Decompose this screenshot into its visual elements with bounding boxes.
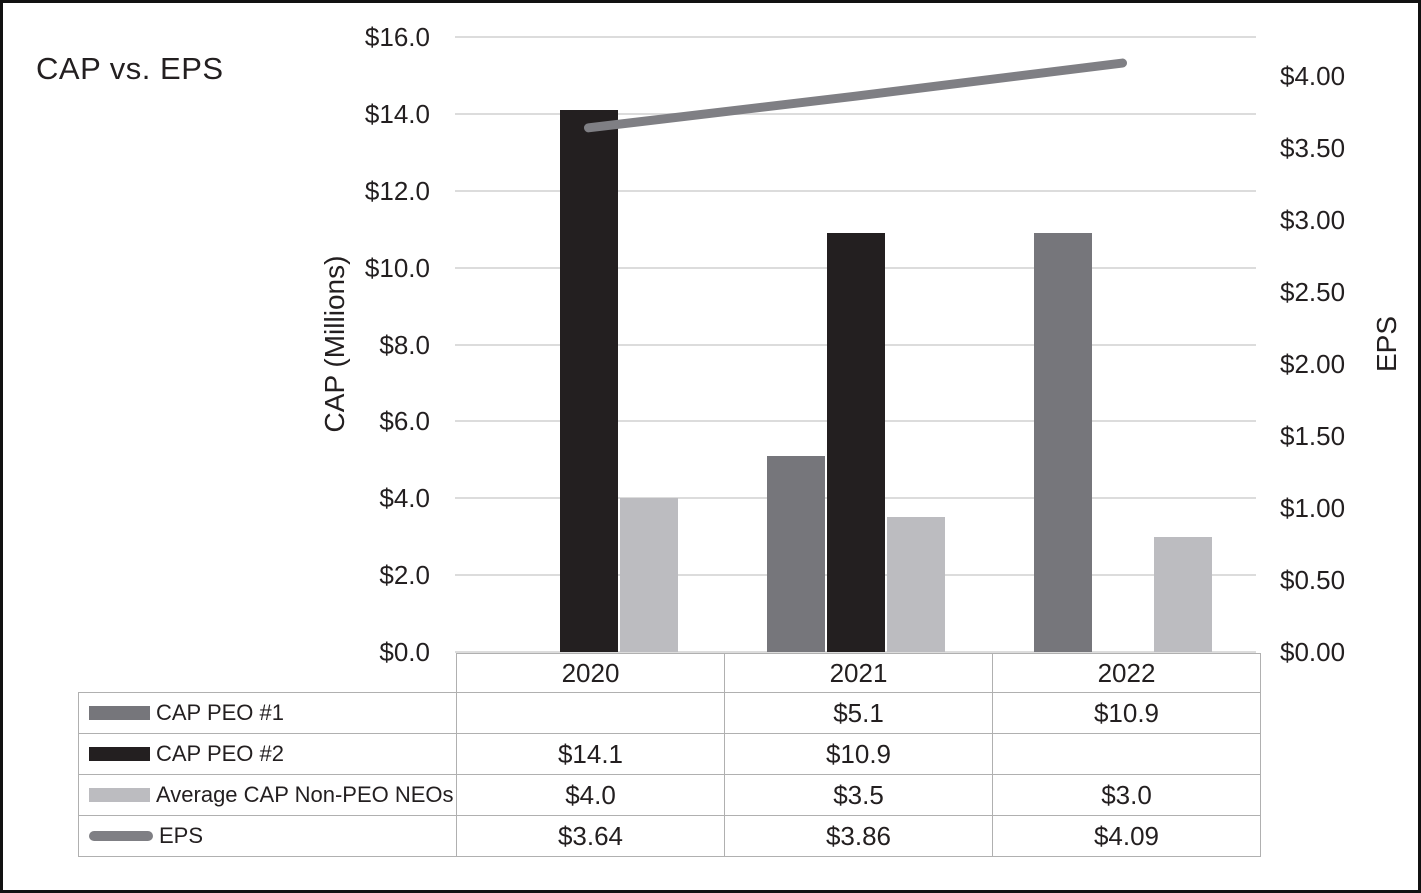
gridline: [455, 36, 1256, 38]
right-axis-tick-label: $1.00: [1280, 493, 1346, 523]
cell-cap-peo-1-2020: [456, 692, 725, 734]
table-row: 2020 2021 2022: [79, 653, 1261, 693]
cell-cap-peo-1-2022: $10.9: [992, 692, 1261, 734]
bar-cap-peo-2-2021: [826, 233, 885, 652]
left-axis-tick-label: $12.0: [364, 175, 430, 206]
cell-eps-2020: $3.64: [456, 815, 725, 857]
bar-cap-peo-1-2022: [1033, 233, 1092, 652]
bar-average-cap-non-peo-neos-2022: [1153, 536, 1212, 652]
right-axis-tick-label: $2.50: [1280, 277, 1346, 307]
cap-peo-1-swatch-icon: [89, 706, 150, 720]
table-row: Average CAP Non-PEO NEOs $4.0 $3.5 $3.0: [78, 774, 1261, 816]
gridline: [455, 189, 1256, 192]
right-axis-tick-label: $0.50: [1280, 565, 1346, 595]
right-axis-tick-label: $0.00: [1280, 637, 1346, 667]
legend-label: Average CAP Non-PEO NEOs: [156, 782, 454, 807]
avg-cap-non-peo-swatch-icon: [89, 788, 150, 802]
legend-cell-cap-peo-2: CAP PEO #2: [78, 733, 457, 775]
chart-title: CAP vs. EPS: [36, 51, 224, 86]
eps-line-swatch-icon: [89, 831, 153, 841]
cell-eps-2022: $4.09: [992, 815, 1261, 857]
table-row: EPS $3.64 $3.86 $4.09: [78, 815, 1261, 857]
cell-avg-non-peo-2022: $3.0: [992, 774, 1261, 816]
data-table: 2020 2021 2022 CAP PEO #1 $5.1 $10.9 CAP…: [78, 653, 1261, 857]
cell-avg-non-peo-2021: $3.5: [724, 774, 993, 816]
left-axis-tick-label: $16.0: [364, 22, 430, 52]
bar-average-cap-non-peo-neos-2021: [886, 517, 945, 652]
eps-line-path: [584, 58, 1127, 133]
legend-cell-cap-peo-1: CAP PEO #1: [78, 692, 457, 734]
left-axis-tick-label: $0.0: [379, 637, 430, 667]
left-axis-tick-label: $4.0: [379, 483, 430, 514]
table-corner-blank: [79, 654, 457, 693]
right-axis-tick-label: $1.50: [1280, 421, 1346, 451]
year-header-2021: 2021: [724, 653, 993, 693]
left-axis-tick-label: $14.0: [364, 98, 430, 129]
bar-cap-peo-1-2021: [766, 455, 825, 652]
cell-cap-peo-1-2021: $5.1: [724, 692, 993, 734]
cell-cap-peo-2-2020: $14.1: [456, 733, 725, 775]
bar-cap-peo-2-2020: [559, 110, 618, 652]
right-axis-tick-label: $3.00: [1280, 205, 1346, 235]
cell-cap-peo-2-2021: $10.9: [724, 733, 993, 775]
left-axis-tick-label: $8.0: [379, 329, 430, 360]
cap-peo-2-swatch-icon: [89, 747, 150, 761]
cell-cap-peo-2-2022: [992, 733, 1261, 775]
legend-cell-avg-non-peo: Average CAP Non-PEO NEOs: [78, 774, 457, 816]
year-header-2020: 2020: [456, 653, 725, 693]
cell-avg-non-peo-2020: $4.0: [456, 774, 725, 816]
left-axis-tick-label: $2.0: [379, 560, 430, 591]
right-axis-tick-label: $4.00: [1280, 61, 1346, 91]
table-row: CAP PEO #1 $5.1 $10.9: [78, 692, 1261, 734]
left-axis-tick-label: $10.0: [364, 252, 430, 283]
left-axis-tick-label: $6.0: [379, 406, 430, 437]
plot-area: CAP (Millions) EPS $16.0 $14.0 $12.0 $10.0 $…: [3, 3, 1418, 890]
gridline: [455, 651, 1256, 653]
cell-eps-2021: $3.86: [724, 815, 993, 857]
legend-cell-eps: EPS: [78, 815, 457, 857]
legend-label: CAP PEO #1: [156, 700, 284, 725]
legend-label: CAP PEO #2: [156, 741, 284, 766]
table-row: CAP PEO #2 $14.1 $10.9: [78, 733, 1261, 775]
year-header-2022: 2022: [992, 653, 1261, 693]
legend-label: EPS: [159, 823, 204, 848]
right-axis-tick-label: $3.50: [1280, 133, 1346, 163]
right-axis-tick-label: $2.00: [1280, 349, 1346, 379]
bar-average-cap-non-peo-neos-2020: [619, 498, 678, 652]
